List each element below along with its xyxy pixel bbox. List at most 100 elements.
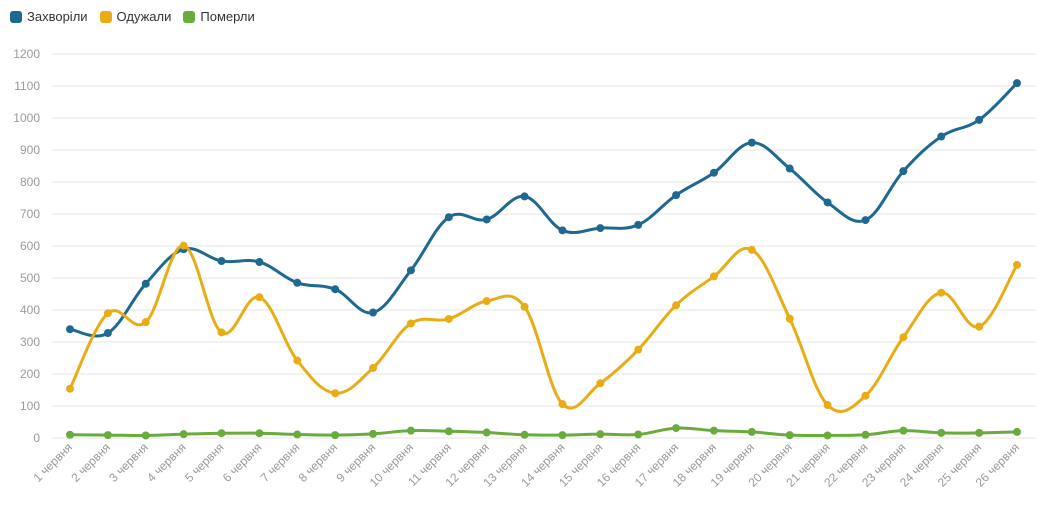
data-point[interactable] — [406, 319, 415, 328]
data-point[interactable] — [861, 216, 870, 225]
data-point[interactable] — [558, 431, 567, 440]
data-point[interactable] — [66, 430, 74, 439]
data-point[interactable] — [823, 431, 832, 440]
data-point[interactable] — [558, 226, 567, 235]
data-point[interactable] — [179, 430, 188, 439]
data-point[interactable] — [709, 168, 718, 177]
data-point[interactable] — [444, 314, 453, 323]
data-point[interactable] — [331, 389, 340, 398]
data-point[interactable] — [141, 279, 150, 288]
data-point[interactable] — [1013, 260, 1021, 269]
legend-item-infected[interactable]: Захворіли — [10, 9, 88, 24]
data-point[interactable] — [406, 266, 415, 275]
data-point[interactable] — [520, 302, 529, 311]
data-point[interactable] — [672, 191, 681, 200]
data-point[interactable] — [861, 391, 870, 400]
data-point[interactable] — [596, 379, 605, 388]
data-point[interactable] — [255, 258, 264, 266]
data-point[interactable] — [937, 428, 946, 437]
data-point[interactable] — [369, 429, 378, 438]
data-point[interactable] — [179, 241, 188, 250]
data-point[interactable] — [217, 257, 226, 266]
data-point[interactable] — [520, 430, 529, 439]
data-point[interactable] — [444, 427, 453, 436]
data-point[interactable] — [899, 426, 908, 435]
data-point[interactable] — [975, 115, 984, 124]
data-point[interactable] — [596, 430, 605, 439]
data-point[interactable] — [255, 293, 264, 302]
data-point[interactable] — [747, 427, 756, 436]
data-point[interactable] — [785, 431, 794, 440]
data-point[interactable] — [217, 328, 226, 337]
data-point[interactable] — [217, 429, 226, 438]
data-point[interactable] — [103, 309, 112, 318]
y-tick-label: 1000 — [13, 111, 40, 125]
data-point[interactable] — [1013, 79, 1021, 88]
legend-item-died[interactable]: Померли — [183, 9, 255, 24]
data-point[interactable] — [709, 272, 718, 281]
y-tick-label: 700 — [20, 207, 40, 221]
data-point[interactable] — [785, 314, 794, 323]
data-point[interactable] — [823, 401, 832, 410]
data-point[interactable] — [255, 429, 264, 438]
data-point[interactable] — [634, 430, 643, 439]
data-point[interactable] — [66, 384, 74, 393]
x-tick-label: 4 червня — [144, 440, 189, 485]
y-tick-label: 600 — [20, 239, 40, 253]
x-tick-label: 7 червня — [258, 440, 303, 485]
data-point[interactable] — [66, 325, 74, 334]
y-tick-label: 1100 — [14, 79, 40, 93]
data-point[interactable] — [975, 428, 984, 437]
data-point[interactable] — [482, 428, 491, 437]
data-point[interactable] — [785, 164, 794, 173]
y-tick-label: 400 — [20, 303, 40, 317]
data-point[interactable] — [1013, 427, 1021, 436]
data-point[interactable] — [709, 426, 718, 435]
series-1 — [66, 241, 1021, 413]
y-axis: 0 100 200 300 400 500 600 700 800 900 1000 1100 1200 — [13, 47, 40, 445]
data-point[interactable] — [444, 213, 453, 222]
data-point[interactable] — [823, 198, 832, 207]
data-point[interactable] — [634, 220, 643, 229]
y-tick-label: 1200 — [13, 47, 40, 61]
data-point[interactable] — [293, 278, 302, 287]
data-point[interactable] — [558, 400, 567, 409]
legend-swatch-recovered — [99, 10, 112, 23]
data-point[interactable] — [369, 308, 378, 317]
data-point[interactable] — [634, 345, 643, 354]
data-point[interactable] — [331, 431, 340, 440]
data-point[interactable] — [975, 322, 984, 331]
data-point[interactable] — [103, 431, 112, 440]
data-point[interactable] — [482, 297, 491, 306]
data-point[interactable] — [672, 424, 681, 433]
data-point[interactable] — [406, 426, 415, 435]
y-tick-label: 0 — [33, 431, 40, 445]
y-tick-label: 800 — [20, 175, 40, 189]
data-point[interactable] — [747, 245, 756, 254]
data-point[interactable] — [672, 301, 681, 310]
data-point[interactable] — [520, 192, 529, 201]
data-point[interactable] — [103, 329, 112, 338]
y-tick-label: 500 — [20, 271, 40, 285]
legend-label-recovered: Одужали — [116, 9, 172, 24]
series-2 — [66, 424, 1021, 440]
x-tick-label: 3 червня — [106, 440, 151, 485]
data-point[interactable] — [937, 132, 946, 141]
x-tick-label: 1 червня — [30, 440, 75, 485]
legend-item-recovered[interactable]: Одужали — [99, 9, 172, 24]
data-point[interactable] — [861, 430, 870, 439]
data-point[interactable] — [331, 285, 340, 294]
data-point[interactable] — [293, 356, 302, 365]
data-point[interactable] — [899, 333, 908, 342]
data-point[interactable] — [899, 167, 908, 176]
data-point[interactable] — [747, 138, 756, 147]
data-point[interactable] — [369, 363, 378, 372]
data-point[interactable] — [596, 224, 605, 233]
data-point[interactable] — [293, 430, 302, 439]
data-point[interactable] — [482, 215, 491, 224]
data-point[interactable] — [937, 288, 946, 297]
data-point[interactable] — [141, 318, 150, 327]
series-group — [66, 79, 1021, 440]
data-point[interactable] — [141, 431, 150, 440]
legend-swatch-died — [183, 10, 196, 23]
